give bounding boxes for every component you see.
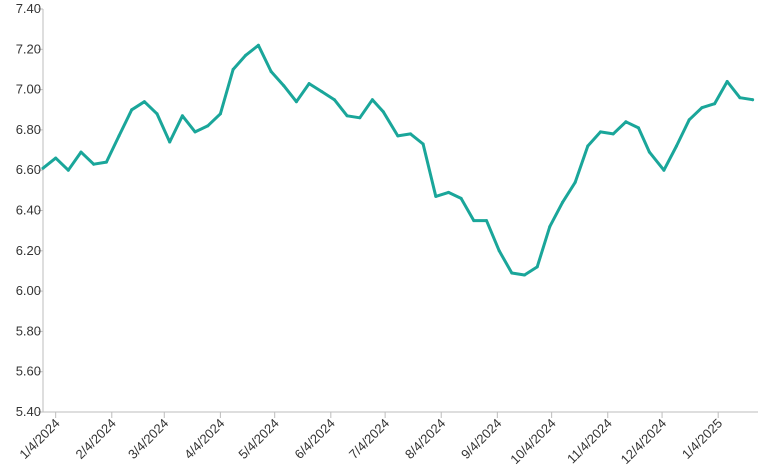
x-tick-label: 1/4/2025	[679, 416, 725, 462]
x-tick-label: 5/4/2024	[235, 416, 281, 462]
data-point	[307, 82, 311, 86]
data-point	[421, 142, 425, 146]
data-point	[294, 100, 298, 104]
data-point	[700, 106, 704, 110]
x-tick-label: 11/4/2024	[564, 416, 615, 467]
data-point	[647, 150, 651, 154]
data-point	[155, 112, 159, 116]
data-point	[54, 156, 58, 160]
data-point	[662, 168, 666, 172]
data-point	[561, 200, 564, 204]
data-point	[751, 98, 755, 102]
y-tick-label: 7.40	[16, 1, 41, 16]
data-point	[497, 249, 501, 253]
y-tick-label: 5.80	[16, 323, 41, 338]
data-point	[269, 70, 273, 73]
y-tick-label: 6.40	[16, 203, 41, 218]
x-tick-label: 3/4/2024	[125, 416, 171, 462]
y-tick-label: 6.00	[16, 283, 41, 298]
data-point	[548, 225, 552, 229]
x-axis-ticks: 1/4/2024 2/4/2024 3/4/2024 4/4/2024 5/4/2024…	[16, 412, 725, 467]
data-point	[206, 124, 210, 128]
data-point	[611, 132, 615, 136]
data-point	[472, 219, 476, 223]
data-point	[713, 102, 717, 106]
x-tick-label: 7/4/2024	[346, 416, 392, 462]
series-line	[41, 43, 755, 277]
data-point	[345, 114, 349, 118]
data-point	[485, 219, 488, 223]
x-tick-label: 2/4/2024	[73, 416, 119, 462]
data-point	[218, 112, 222, 116]
data-point	[637, 126, 640, 130]
data-point	[523, 273, 526, 277]
x-tick-label: 10/4/2024	[507, 416, 559, 468]
data-point	[142, 100, 146, 104]
data-point	[193, 130, 197, 134]
y-tick-label: 6.60	[16, 162, 41, 177]
data-point	[244, 53, 248, 57]
data-point	[104, 160, 108, 164]
data-point	[396, 134, 400, 138]
data-point	[92, 162, 96, 166]
data-point	[535, 265, 539, 269]
data-point	[282, 84, 286, 88]
data-point	[79, 150, 83, 154]
series-layer	[41, 43, 755, 277]
data-point	[725, 80, 729, 83]
y-tick-label: 5.60	[16, 364, 41, 379]
data-point	[117, 134, 121, 138]
data-point	[358, 116, 362, 120]
data-point	[675, 144, 678, 148]
data-point	[332, 98, 336, 102]
data-point	[738, 96, 742, 100]
y-tick-label: 5.40	[16, 404, 41, 419]
y-tick-label: 7.20	[16, 41, 41, 56]
data-point	[370, 98, 374, 102]
data-point	[381, 110, 385, 114]
data-point	[231, 68, 235, 71]
data-point	[687, 118, 691, 122]
x-tick-label: 9/4/2024	[458, 416, 504, 462]
data-point	[66, 168, 70, 172]
data-point	[130, 108, 134, 112]
y-axis-ticks: 5.40 5.60 5.80 6.00 6.20 6.40 6.60 6.80 7.00 7.20…	[16, 1, 43, 419]
data-point	[573, 180, 577, 184]
data-point	[409, 132, 412, 136]
data-point	[180, 114, 184, 118]
data-point	[320, 90, 324, 94]
data-point	[599, 130, 602, 134]
data-point	[256, 43, 260, 47]
x-tick-label: 8/4/2024	[402, 416, 448, 462]
data-point	[434, 194, 438, 198]
y-tick-label: 6.20	[16, 243, 41, 258]
data-point	[459, 196, 463, 200]
data-point	[168, 140, 172, 144]
x-tick-label: 6/4/2024	[292, 416, 338, 462]
y-tick-label: 6.80	[16, 122, 41, 137]
x-tick-label: 1/4/2024	[16, 416, 62, 462]
y-tick-label: 7.00	[16, 82, 41, 97]
data-point	[447, 190, 450, 194]
data-point	[586, 144, 590, 148]
data-point	[624, 120, 628, 124]
data-point	[510, 271, 514, 275]
x-tick-label: 12/4/2024	[618, 416, 670, 468]
data-point	[41, 166, 45, 170]
x-tick-label: 4/4/2024	[181, 416, 227, 462]
